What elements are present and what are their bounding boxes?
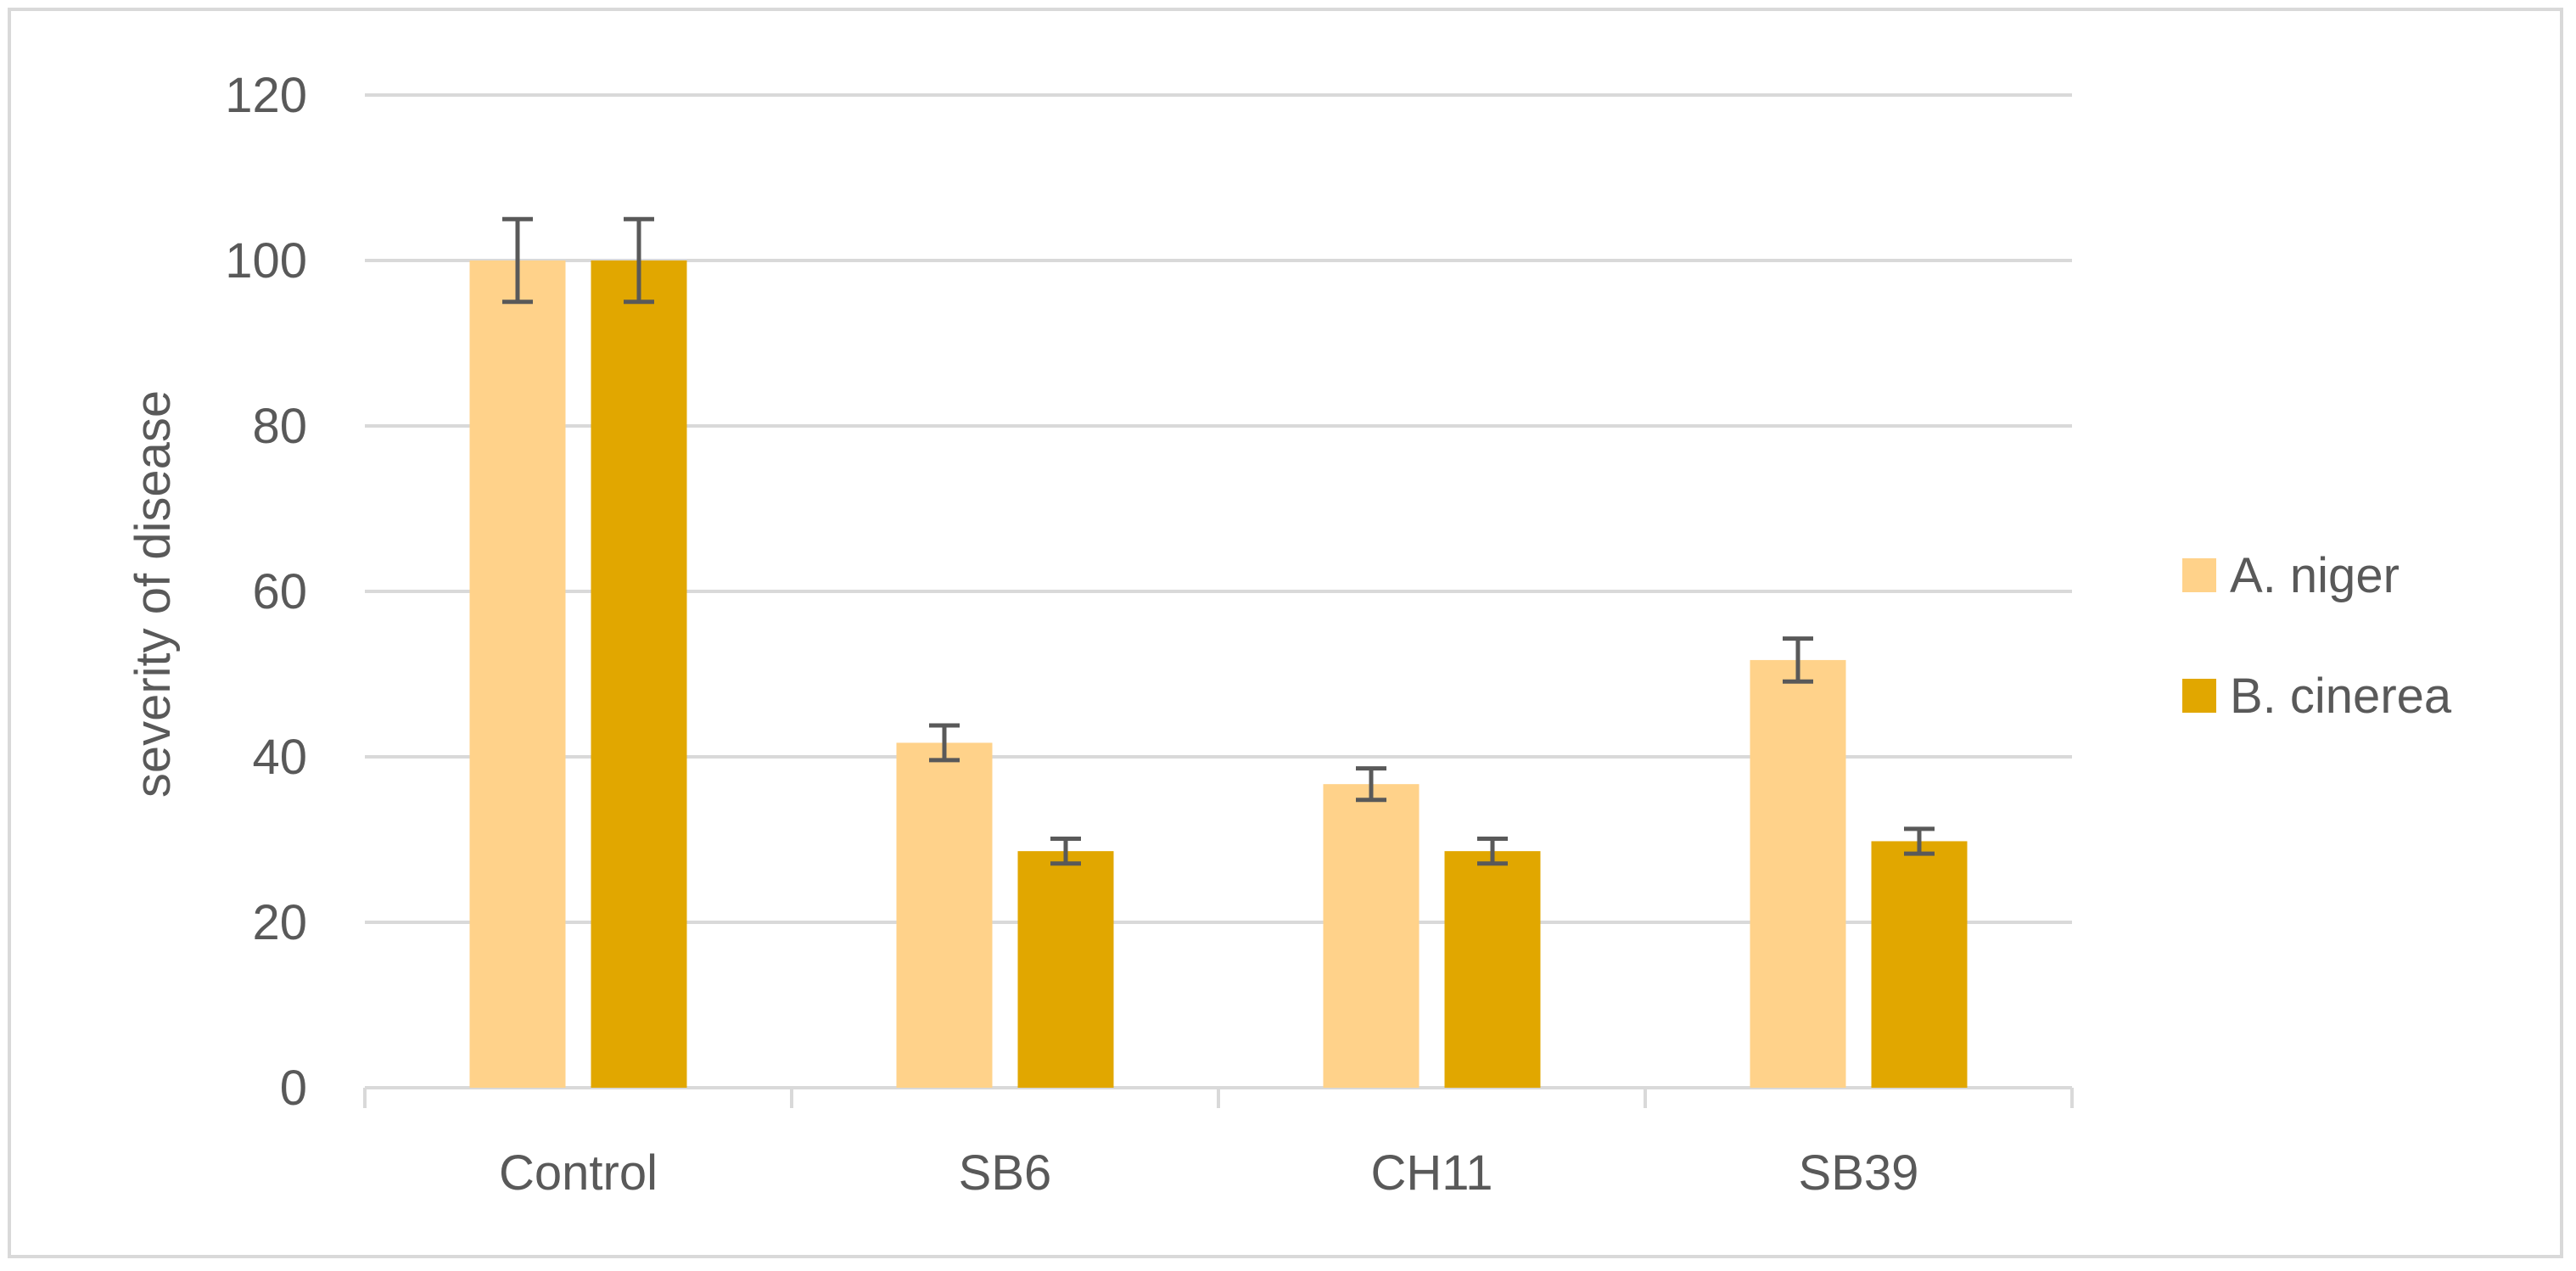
x-tick-labels: Control SB6 CH11 SB39 <box>499 1145 1918 1201</box>
x-tick-label: SB39 <box>1799 1145 1919 1201</box>
bars <box>469 260 1968 1088</box>
bar-a-niger-control <box>469 260 566 1088</box>
x-tick-label: SB6 <box>959 1145 1052 1201</box>
error-bar <box>1050 837 1081 866</box>
bar-a-niger-sb6 <box>896 742 993 1088</box>
y-tick-labels: 0 20 40 60 80 100 120 <box>225 68 307 1116</box>
y-tick-label: 100 <box>225 233 307 288</box>
y-tick-label: 20 <box>252 895 307 950</box>
error-bar <box>1356 766 1386 803</box>
legend-label: B. cinerea <box>2230 669 2452 724</box>
x-tick-label: CH11 <box>1371 1145 1493 1201</box>
error-bar <box>929 723 960 763</box>
y-axis-title: severity of disease <box>126 390 181 798</box>
legend-swatch <box>2182 679 2216 713</box>
legend: A. niger B. cinerea <box>2182 548 2452 724</box>
bar-b-cinerea-control <box>591 260 687 1088</box>
y-tick-label: 0 <box>280 1061 307 1116</box>
error-bar <box>1477 837 1508 866</box>
bar-b-cinerea-sb6 <box>1017 851 1114 1088</box>
y-tick-label: 80 <box>252 399 307 454</box>
bar-a-niger-ch11 <box>1323 784 1420 1088</box>
legend-swatch <box>2182 558 2216 592</box>
bar-b-cinerea-sb39 <box>1871 841 1968 1088</box>
y-tick-label: 40 <box>252 730 307 785</box>
error-bar <box>624 216 654 305</box>
legend-label: A. niger <box>2230 548 2400 603</box>
y-tick-label: 60 <box>252 564 307 619</box>
bar-a-niger-sb39 <box>1750 659 1846 1088</box>
x-axis <box>363 1086 2074 1108</box>
error-bar <box>502 216 533 305</box>
bar-b-cinerea-ch11 <box>1444 851 1541 1088</box>
x-tick-label: Control <box>499 1145 658 1201</box>
chart-frame <box>8 8 2563 1258</box>
error-bar <box>1904 826 1935 856</box>
error-bar <box>1783 636 1813 684</box>
error-bars <box>502 216 1935 866</box>
y-tick-label: 120 <box>225 68 307 123</box>
